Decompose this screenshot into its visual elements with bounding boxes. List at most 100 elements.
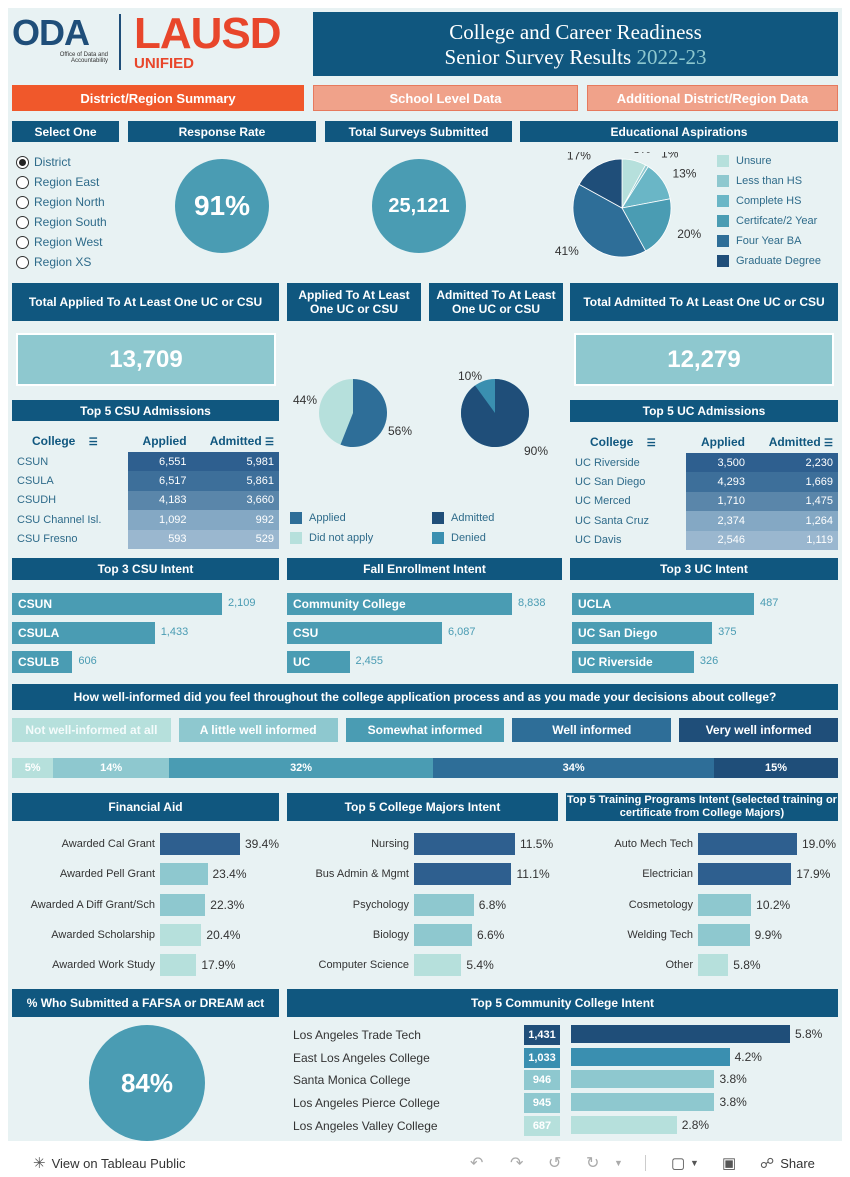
denied-pct: 10% xyxy=(458,369,483,383)
table-row[interactable]: UC Davis 2,546 1,119 xyxy=(570,530,838,550)
sort-icon[interactable]: ☰ xyxy=(88,437,98,448)
intent-value: 6,087 xyxy=(447,626,476,638)
total-admitted-header: Total Admitted To At Least One UC or CSU xyxy=(570,283,838,321)
tableau-footer: ✳ View on Tableau Public ↶ ↷ ↺ ↻ ▼ ▢ ▼ ▣… xyxy=(0,1149,850,1177)
table-row[interactable]: UC Santa Cruz 2,374 1,264 xyxy=(570,511,838,531)
admitted-count: 1,669 xyxy=(749,472,838,492)
bar xyxy=(414,833,515,855)
informed-segment: 34% xyxy=(433,758,715,778)
fullscreen-icon[interactable]: ▣ xyxy=(722,1155,737,1172)
revert-icon[interactable]: ↺ xyxy=(548,1155,562,1172)
majors-header: Top 5 College Majors Intent xyxy=(287,793,558,821)
col-applied[interactable]: Applied xyxy=(700,435,745,449)
intent-bar: CSU xyxy=(287,622,442,644)
college-name: CSULA xyxy=(17,475,54,488)
bar-label: Awarded Pell Grant xyxy=(59,868,155,881)
admitted-count: 529 xyxy=(191,529,279,549)
informed-segment: 14% xyxy=(53,758,169,778)
aspiration-slice xyxy=(578,158,623,209)
admitted-slice xyxy=(461,379,529,447)
radio-region-south[interactable]: Region South xyxy=(16,212,126,232)
legend-swatch xyxy=(717,255,729,267)
applied-count: 1,710 xyxy=(686,491,750,512)
intent-bar: UCLA xyxy=(572,593,754,615)
sort-icon[interactable]: ☰ xyxy=(646,438,656,449)
chevron-down-icon[interactable]: ▼ xyxy=(614,1158,623,1168)
applied-slice xyxy=(340,379,387,447)
radio-region-xs[interactable]: Region XS xyxy=(16,252,126,272)
table-row[interactable]: CSUDH 4,183 3,660 xyxy=(12,490,279,511)
uc-intent-header: Top 3 UC Intent xyxy=(570,558,838,580)
view-on-tableau-link[interactable]: ✳ View on Tableau Public xyxy=(33,1154,186,1172)
bar-label: Biology xyxy=(372,928,409,941)
col-applied[interactable]: Applied xyxy=(142,434,187,448)
admitted-count: 1,475 xyxy=(749,491,838,512)
bar-row: Bus Admin & Mgmt 11.1% xyxy=(287,863,550,886)
bar-value: 10.2% xyxy=(756,897,791,912)
intent-value: 487 xyxy=(760,597,779,609)
fafsa-header: % Who Submitted a FAFSA or DREAM act xyxy=(12,989,279,1017)
informed-question: How well-informed did you feel throughou… xyxy=(12,684,838,710)
applied-count: 2,546 xyxy=(686,530,750,550)
applied-count: 593 xyxy=(128,529,192,549)
cc-count: 1,431 xyxy=(524,1025,560,1045)
cc-label: Los Angeles Pierce College xyxy=(293,1096,440,1111)
redo-icon[interactable]: ↷ xyxy=(510,1155,524,1172)
cc-label: East Los Angeles College xyxy=(293,1050,430,1065)
bar xyxy=(160,833,240,855)
tab-school-level-data[interactable]: School Level Data xyxy=(313,85,578,111)
csu-admissions-header: Top 5 CSU Admissions xyxy=(12,400,279,421)
bar-label: Awarded Cal Grant xyxy=(61,838,155,850)
cc-label: Santa Monica College xyxy=(293,1073,411,1088)
col-admitted[interactable]: Admitted ☰ xyxy=(750,431,838,453)
aspiration-slice-label: 17% xyxy=(567,152,591,162)
legend-swatch xyxy=(290,512,302,524)
col-admitted[interactable]: Admitted ☰ xyxy=(192,430,279,452)
intent-value: 375 xyxy=(718,626,737,638)
cc-count: 945 xyxy=(524,1093,560,1114)
bar xyxy=(698,833,797,855)
sort-icon[interactable]: ☰ xyxy=(824,438,833,449)
comment-icon[interactable]: ▢ xyxy=(671,1155,686,1172)
college-name: CSU Fresno xyxy=(17,533,78,546)
table-row[interactable]: CSU Fresno 593 529 xyxy=(12,529,279,549)
table-row[interactable]: CSUN 6,551 5,981 xyxy=(12,452,279,472)
informed-category: Not well-informed at all xyxy=(12,718,171,742)
uc-csu-legend: Applied Admitted Did not apply Denied xyxy=(290,508,560,548)
col-college[interactable]: College ☰ xyxy=(570,431,686,453)
legend-swatch xyxy=(717,155,729,167)
tab-district-region-summary[interactable]: District/Region Summary xyxy=(12,85,304,111)
aspiration-slice-label: 1% xyxy=(661,152,679,160)
sort-icon[interactable]: ☰ xyxy=(265,437,274,448)
informed-categories: Not well-informed at all A little well in… xyxy=(12,718,838,742)
legend-label: Applied xyxy=(309,512,346,524)
radio-region-east[interactable]: Region East xyxy=(16,172,126,192)
table-row[interactable]: UC Merced 1,710 1,475 xyxy=(570,491,838,512)
bar-row: Biology 6.6% xyxy=(287,923,504,946)
table-row[interactable]: CSULA 6,517 5,861 xyxy=(12,471,279,491)
aspiration-slice-label: 8% xyxy=(633,152,651,156)
view-on-tableau-label: View on Tableau Public xyxy=(51,1155,186,1171)
table-row[interactable]: UC Riverside 3,500 2,230 xyxy=(570,453,838,473)
radio-dot-icon xyxy=(16,195,29,209)
radio-district[interactable]: District xyxy=(16,152,126,172)
share-button[interactable]: ☍ Share xyxy=(760,1155,815,1172)
col-college[interactable]: College ☰ xyxy=(12,430,128,452)
bar-value: 11.1% xyxy=(516,867,550,882)
legend-admitted: Admitted xyxy=(432,508,494,528)
refresh-icon[interactable]: ↻ xyxy=(586,1155,600,1172)
radio-region-north[interactable]: Region North xyxy=(16,192,126,212)
bar-row: Awarded Pell Grant 23.4% xyxy=(8,863,247,886)
financial-aid-chart: Awarded Cal Grant 39.4% Awarded Pell Grant… xyxy=(8,833,283,983)
table-row[interactable]: UC San Diego 4,293 1,669 xyxy=(570,472,838,492)
undo-icon[interactable]: ↶ xyxy=(470,1155,484,1172)
informed-stacked-bar: 5% 14% 32% 34% 15% xyxy=(12,758,838,778)
cc-value: 4.2% xyxy=(734,1049,762,1064)
tab-additional-data[interactable]: Additional District/Region Data xyxy=(587,85,838,111)
chevron-down-icon[interactable]: ▼ xyxy=(690,1158,699,1168)
radio-region-west[interactable]: Region West xyxy=(16,232,126,252)
bar-row: Cosmetology 10.2% xyxy=(566,893,791,916)
cc-count: 946 xyxy=(524,1070,560,1091)
table-row[interactable]: CSU Channel Isl. 1,092 992 xyxy=(12,510,279,530)
intent-value: 606 xyxy=(78,655,97,667)
